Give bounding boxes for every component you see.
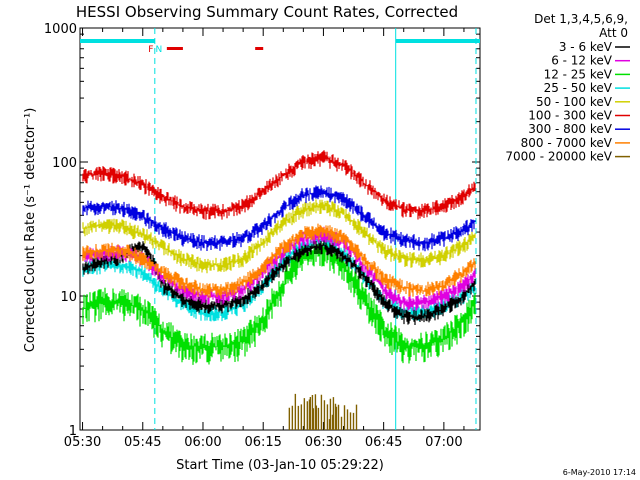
series-line	[82, 185, 476, 252]
x-tick-label: 06:30	[305, 435, 342, 450]
series-line	[82, 150, 476, 220]
series-line	[82, 223, 476, 299]
flare-bar	[255, 47, 264, 50]
y-tick-label: 10	[60, 290, 77, 305]
x-tick-label: 06:00	[184, 435, 221, 450]
legend-entry-label: 100 - 300 keV	[528, 109, 612, 123]
x-tick-label: 05:30	[64, 435, 101, 450]
x-tick-label: 07:00	[425, 435, 462, 450]
legend-header: Att 0	[599, 26, 628, 40]
timestamp: 6-May-2010 17:14	[563, 468, 636, 477]
legend-entry-label: 800 - 7000 keV	[521, 136, 613, 150]
legend-entry-label: 7000 - 20000 keV	[505, 150, 612, 164]
x-tick-label: 06:45	[365, 435, 402, 450]
bar-flag-label: F	[148, 45, 153, 55]
series-layer	[82, 150, 476, 430]
y-tick-label: 100	[52, 156, 77, 171]
legend-entry-label: 300 - 800 keV	[528, 122, 612, 136]
legend-entry-label: 12 - 25 keV	[544, 67, 613, 81]
plot-area	[79, 27, 481, 431]
bar-flag-label: N	[155, 45, 162, 55]
legend-entry-label: 6 - 12 keV	[551, 54, 613, 68]
x-tick-label: 06:15	[244, 435, 281, 450]
chart-title: HESSI Observing Summary Count Rates, Cor…	[76, 3, 458, 21]
x-tick-label: 05:45	[124, 435, 161, 450]
night-bar	[395, 39, 480, 43]
night-bar	[80, 39, 155, 43]
plot-border	[79, 27, 481, 431]
y-axis-label: Corrected Count Rate (s⁻¹ detector⁻¹)	[23, 108, 38, 353]
y-tick-label: 1000	[44, 22, 77, 37]
legend-header: Det 1,3,4,5,6,9,	[534, 12, 628, 26]
x-axis: 05:30 05:45 06:00 06:15 06:30 06:45 07:00	[64, 28, 465, 450]
flare-bar	[166, 47, 183, 50]
legend-entry-label: 3 - 6 keV	[559, 40, 613, 54]
legend-entry-label: 50 - 100 keV	[536, 95, 613, 109]
series-line	[82, 199, 476, 274]
x-axis-label: Start Time (03-Jan-10 05:29:22)	[176, 458, 384, 473]
series-spikes	[288, 393, 358, 430]
y-tick-label: 1	[69, 424, 77, 439]
legend-entry-label: 25 - 50 keV	[544, 81, 613, 95]
